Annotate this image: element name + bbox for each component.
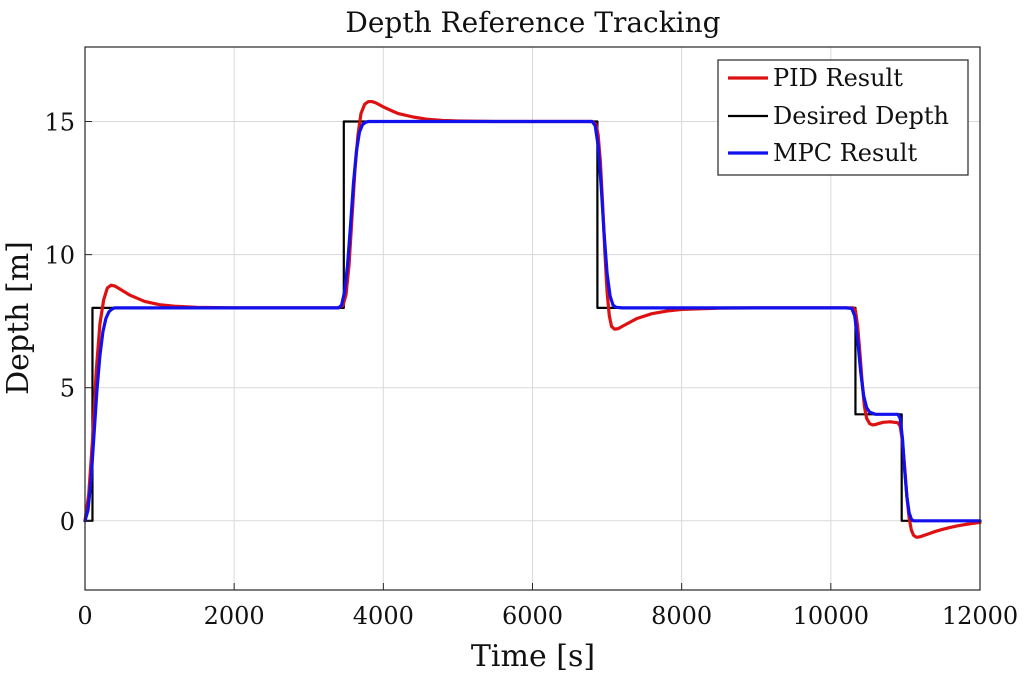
x-axis-label: Time [s] [471,639,595,674]
x-tick-label: 12000 [942,602,1018,630]
y-tick-label: 15 [44,109,75,137]
y-axis-label: Depth [m] [1,241,36,395]
legend: PID Result Desired Depth MPC Result [717,59,969,176]
chart-title: Depth Reference Tracking [345,6,720,39]
x-tick-label: 2000 [204,602,265,630]
axis-ticks: 0 2000 4000 6000 8000 10000 12000 0 5 10 15 [44,109,1018,630]
series-line-mpc-result [83,119,982,523]
x-tick-label: 4000 [353,602,414,630]
series-lines [83,99,982,539]
x-tick-label: 10000 [793,602,869,630]
x-tick-label: 0 [77,602,92,630]
y-tick-label: 5 [60,375,75,403]
legend-label-pid: PID Result [773,64,903,92]
legend-label-desired: Desired Depth [773,102,949,130]
legend-label-mpc: MPC Result [773,139,917,167]
y-tick-label: 0 [60,508,75,536]
y-tick-label: 10 [44,242,75,270]
x-tick-label: 6000 [502,602,563,630]
x-tick-label: 8000 [651,602,712,630]
